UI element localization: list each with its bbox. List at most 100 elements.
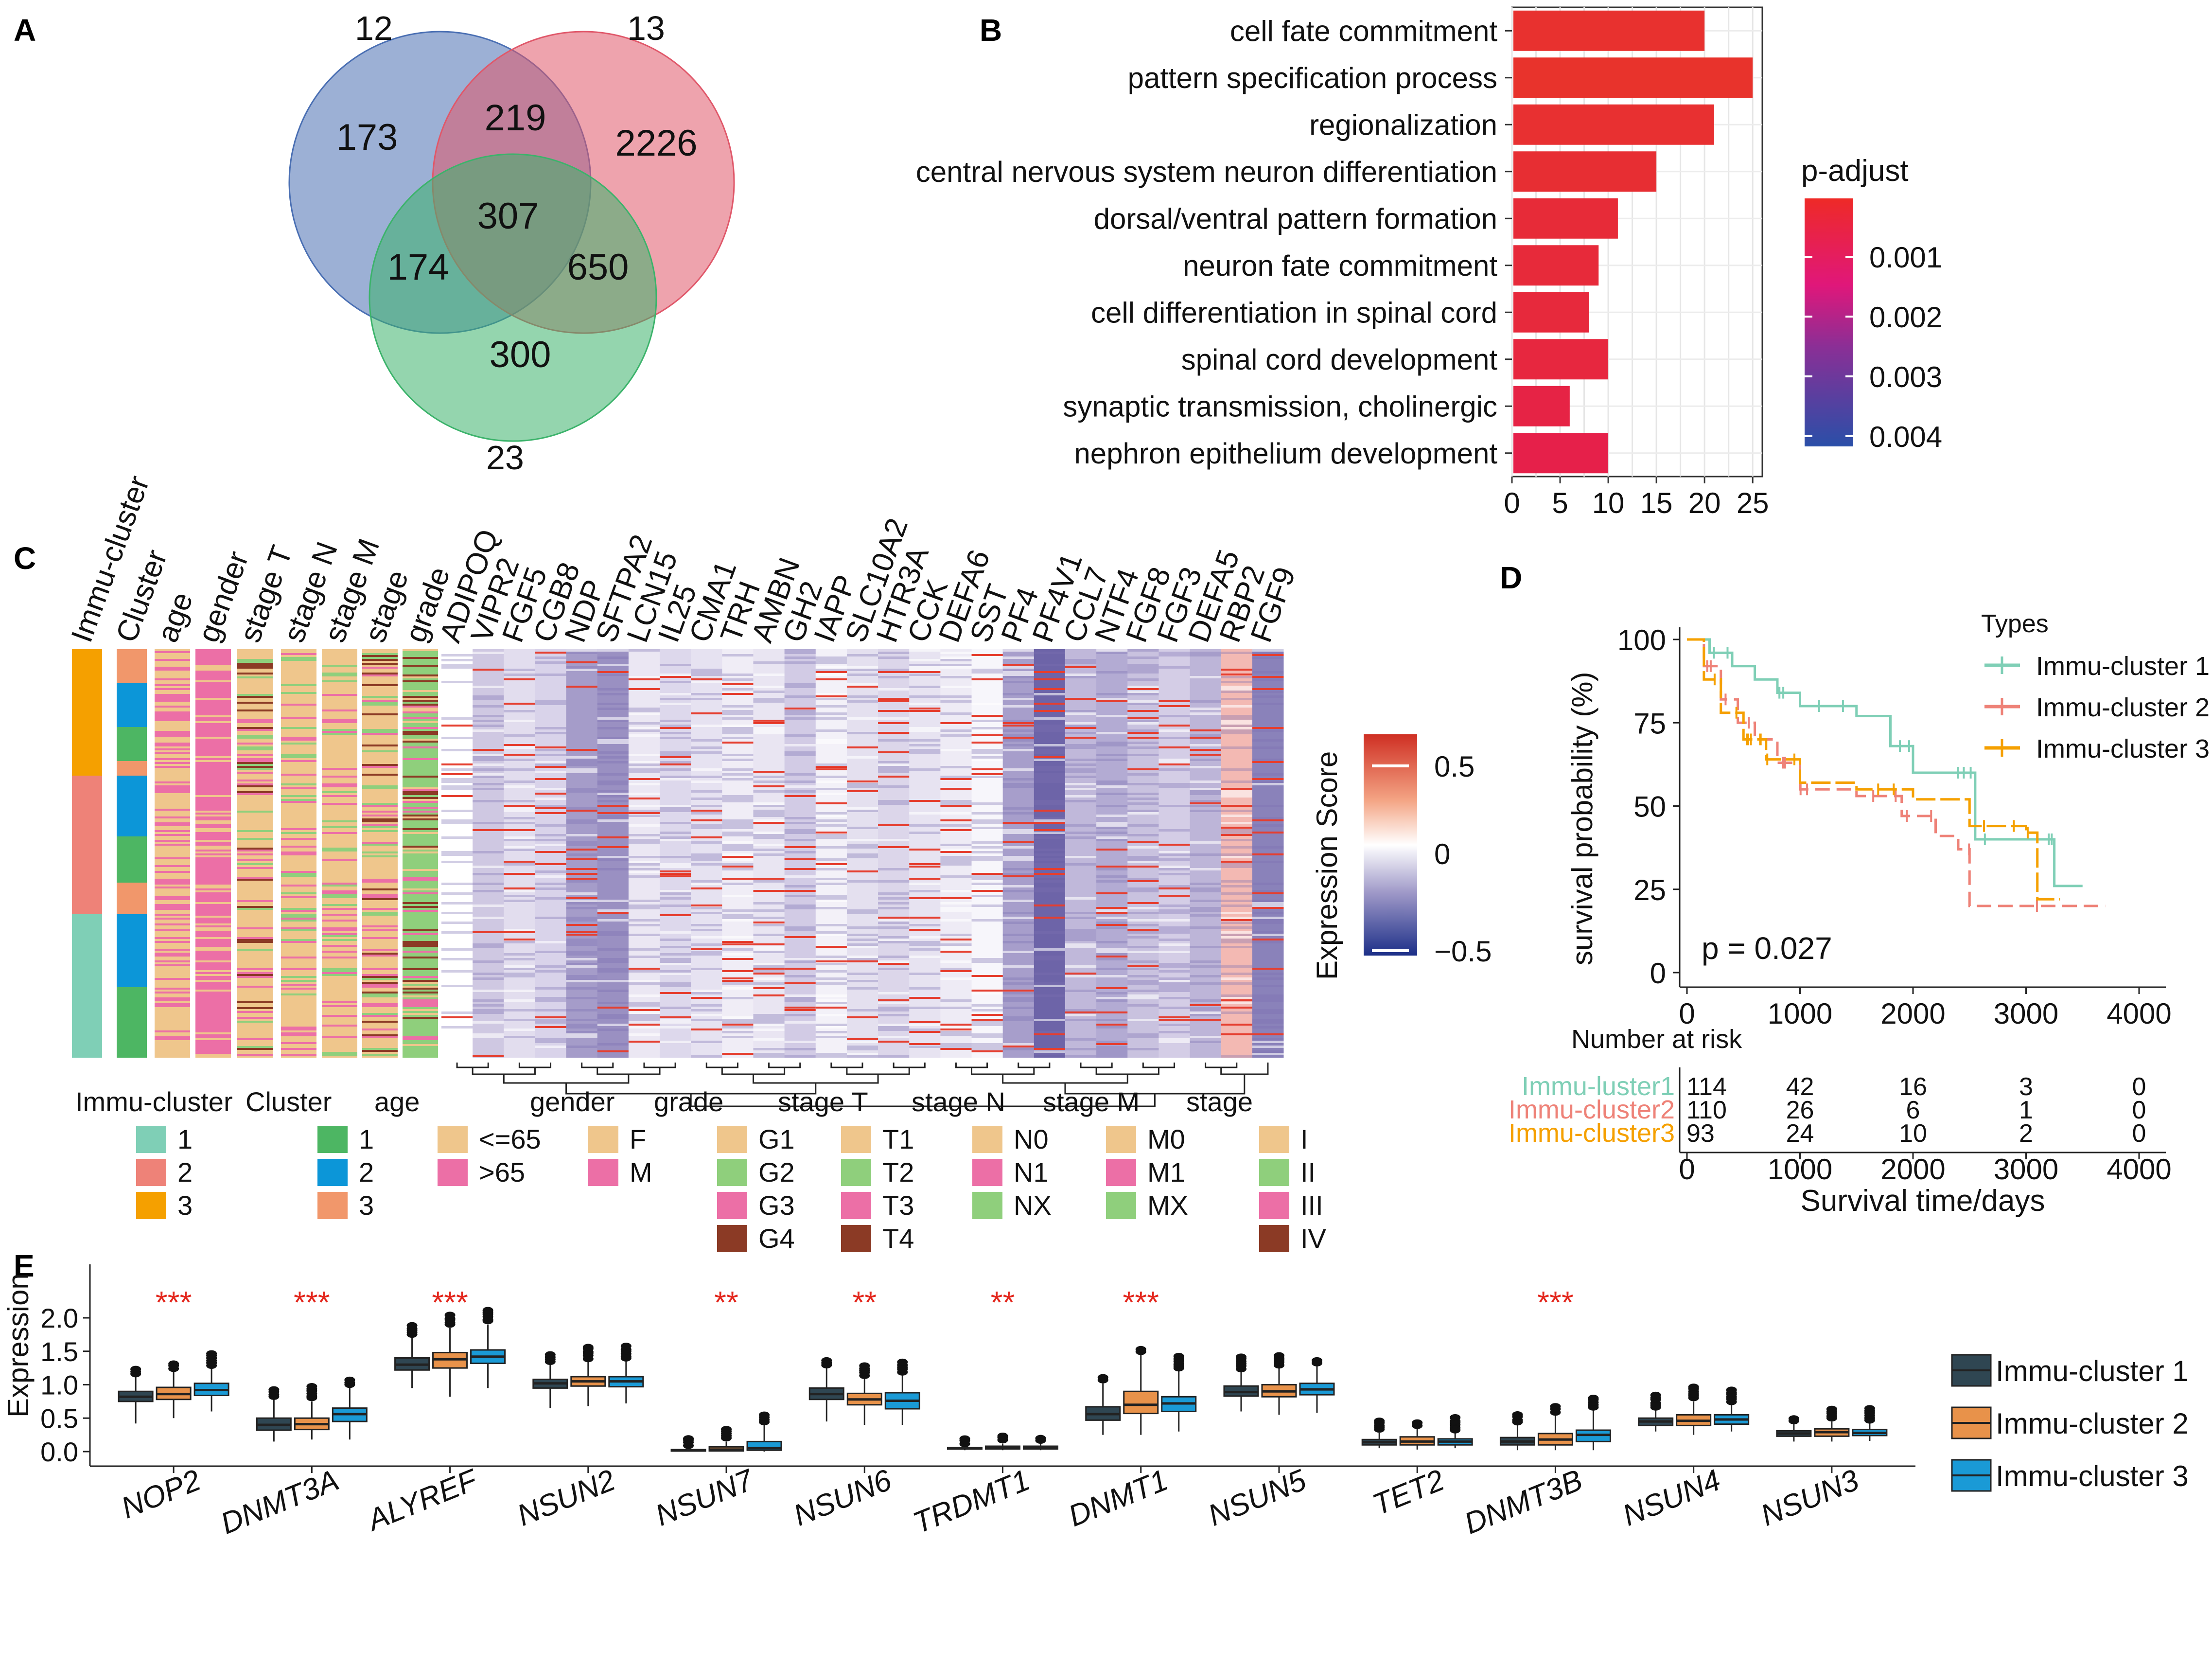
heatmap-cell-low (473, 873, 504, 875)
heatmap-cell-low (1159, 805, 1191, 807)
heatmap-cell-low (535, 805, 567, 807)
heatmap-cell-low (846, 856, 878, 858)
annotation-stripe (281, 818, 316, 820)
annotation-stripe (281, 809, 316, 811)
heatmap-cell-low (971, 776, 1003, 778)
annotation-stripe (281, 727, 316, 729)
annotation-stripe (403, 906, 438, 908)
heatmap-cell-low (441, 778, 473, 780)
annotation-stripe (281, 984, 316, 986)
heatmap-cell-low (504, 973, 535, 975)
annotation-stripe (362, 949, 398, 951)
annotation-stripe (155, 887, 190, 888)
heatmap-cell-mid (846, 717, 878, 720)
annotation-stripe (155, 960, 190, 962)
annotation-stripe (155, 822, 190, 824)
risk-count: 2 (2019, 1119, 2033, 1148)
heatmap-cell-high (691, 712, 722, 714)
annotation-stripe (237, 941, 273, 943)
heatmap-cell-mid (1190, 1011, 1222, 1014)
heatmap-cell-low (815, 661, 847, 664)
annotation-stripe (237, 746, 273, 748)
heatmap-cell-low (878, 1007, 910, 1009)
heatmap-cell-low (971, 878, 1003, 880)
annotation-stripe (362, 805, 398, 807)
heatmap-cell-low (878, 669, 910, 671)
heatmap-cell-low (1065, 1009, 1097, 1011)
annotation-stripe (155, 1050, 190, 1052)
annotation-stripe (403, 986, 438, 988)
heatmap-cell-high (1034, 810, 1066, 812)
heatmap-cell-low (1159, 715, 1191, 717)
heatmap-cell-low (878, 768, 910, 771)
annotation-stripe (155, 840, 190, 842)
heatmap-cell-low (441, 948, 473, 951)
annotation-stripe (362, 851, 398, 853)
annotation-stripe (237, 737, 273, 739)
annotation-stripe (195, 674, 231, 676)
annotation-stripe (403, 888, 438, 890)
heatmap-cell-low (971, 669, 1003, 671)
heatmap-column (940, 649, 972, 1058)
panel-letter-d: D (1500, 560, 1522, 595)
annotation-stripe (237, 793, 273, 795)
heatmap-cell-low (1034, 817, 1066, 819)
heatmap-cell-high (1252, 968, 1284, 970)
legend-title: stage N (912, 1086, 1005, 1117)
legend-item-label: II (1300, 1157, 1316, 1188)
annotation-stripe (362, 811, 398, 813)
heatmap-cell-low (1190, 890, 1222, 892)
heatmap-cell-high (815, 671, 847, 673)
bar (1513, 10, 1705, 51)
heatmap-cell-low (535, 1021, 567, 1024)
heatmap-cell-low (441, 681, 473, 683)
annotation-stripe (195, 764, 231, 766)
legend-swatch (438, 1126, 468, 1153)
heatmap-cell-low (1221, 853, 1253, 856)
outlier-point (582, 1344, 594, 1351)
heatmap-cell-mid (660, 866, 691, 868)
annotation-stripe (322, 768, 357, 770)
heatmap-cell-mid (1002, 856, 1035, 858)
annotation-stripe (237, 1048, 273, 1050)
annotation-stripe (281, 990, 316, 992)
heatmap-cell-low (1221, 681, 1253, 683)
heatmap-cell-low (722, 759, 754, 761)
heatmap-cell-high (1034, 822, 1066, 824)
heatmap-cell-low (535, 951, 567, 953)
heatmap-cell-mid (504, 929, 535, 931)
heatmap-cell-low (441, 737, 473, 739)
heatmap-cell-low (753, 1019, 785, 1021)
heatmap-cell-mid (1065, 722, 1097, 725)
heatmap-cell-low (722, 678, 754, 681)
heatmap-cell-low (753, 902, 785, 904)
heatmap-cell-low (566, 902, 598, 904)
annotation-stripe (403, 995, 438, 997)
annotation-stripe (322, 974, 357, 976)
heatmap-cell-low (753, 836, 785, 839)
heatmap-cell-mid (597, 664, 629, 666)
heatmap-cell-mid (1034, 717, 1066, 720)
heatmap-cell-low (1034, 890, 1066, 892)
heatmap-cell-low (1127, 990, 1159, 992)
annotation-stripe (195, 855, 231, 857)
heatmap-cell-mid (597, 856, 629, 858)
heatmap-cell-high (566, 931, 598, 933)
heatmap-cell-high (1065, 737, 1097, 739)
annotation-stripe (155, 682, 190, 684)
heatmap-cell-low (441, 788, 473, 790)
heatmap-cell-high (597, 1050, 629, 1052)
heatmap-cell-mid (473, 904, 504, 907)
heatmap-cell-high (722, 980, 754, 982)
heatmap-cell-low (691, 1019, 722, 1021)
heatmap-cell-low (1034, 956, 1066, 958)
heatmap-cell-low (597, 1029, 629, 1031)
heatmap-cell-mid (504, 785, 535, 788)
heatmap-cell-mid (1159, 761, 1191, 763)
annotation-stripe (322, 871, 357, 873)
heatmap-cell-low (597, 858, 629, 861)
heatmap-cell-low (846, 783, 878, 785)
heatmap-cell-mid (940, 907, 972, 909)
legend-title: grade (654, 1086, 723, 1117)
